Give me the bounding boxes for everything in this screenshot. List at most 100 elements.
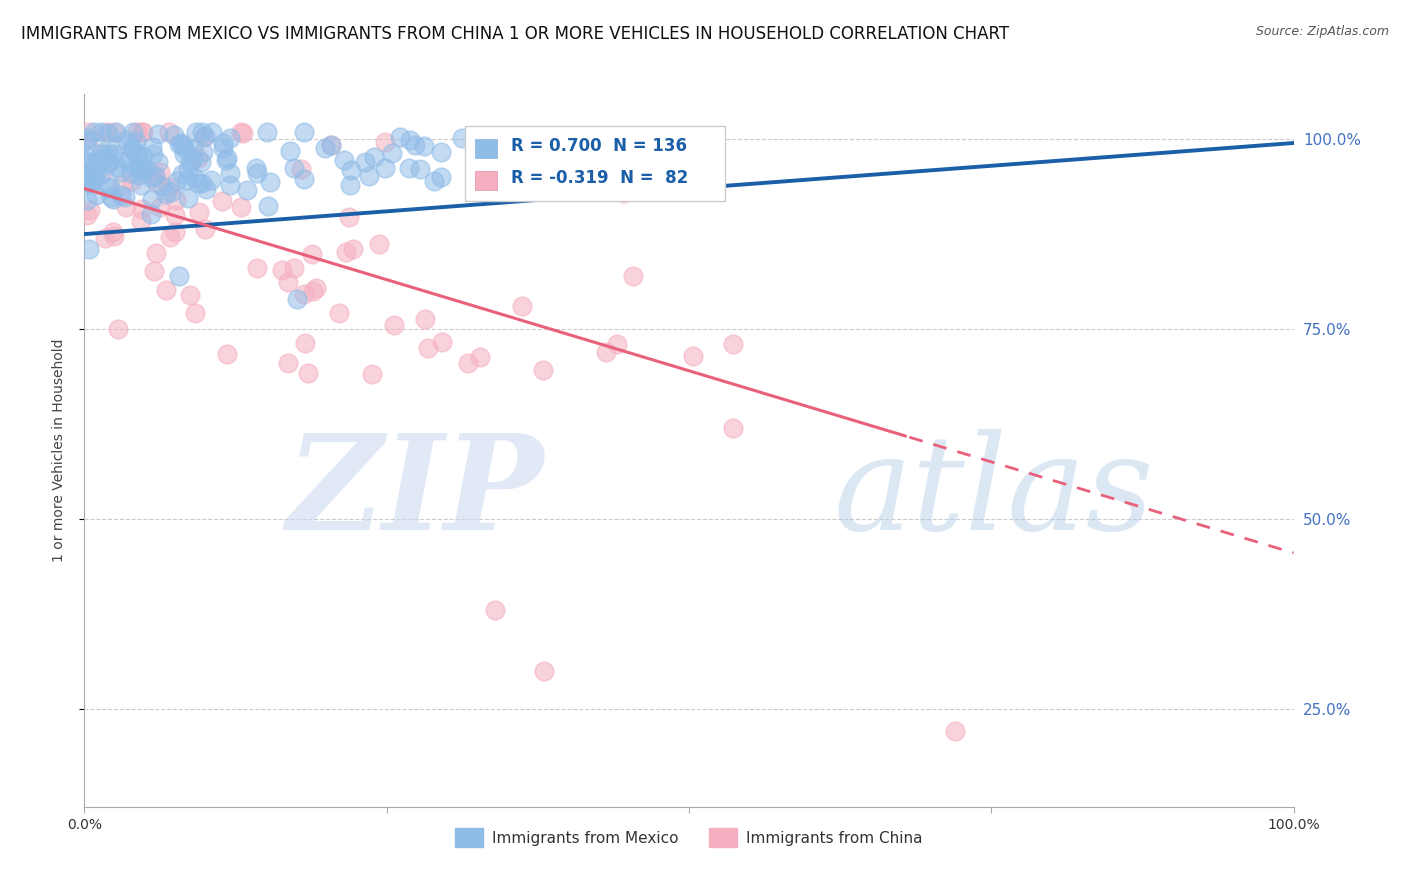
Point: [97, 156, 120, 170]
Point: [200, 173, 222, 187]
Point: [157, 125, 180, 139]
Point: [256, 199, 278, 213]
Point: [84, 187, 107, 202]
Point: [101, 225, 124, 239]
Point: [110, 188, 132, 202]
Point: [278, 145, 301, 159]
Point: [510, 299, 533, 313]
Point: [100, 190, 122, 204]
Point: [389, 130, 412, 145]
Point: [115, 133, 138, 147]
Point: [381, 146, 404, 161]
Point: [127, 147, 149, 161]
Point: [181, 153, 204, 167]
Point: [87, 156, 110, 170]
Text: R = 0.700  N = 136: R = 0.700 N = 136: [512, 136, 688, 154]
Point: [277, 275, 299, 289]
Point: [84, 167, 107, 181]
Point: [76, 208, 98, 222]
Point: [169, 268, 191, 283]
Point: [191, 145, 214, 159]
Point: [236, 183, 259, 197]
Point: [141, 207, 163, 221]
Point: [82, 168, 104, 182]
Point: [131, 125, 153, 139]
Point: [167, 136, 190, 151]
Point: [165, 193, 187, 207]
Point: [723, 421, 745, 435]
Point: [342, 242, 364, 256]
Point: [522, 129, 544, 144]
Point: [179, 155, 201, 169]
Point: [160, 185, 183, 199]
Point: [283, 260, 305, 275]
Point: [229, 200, 252, 214]
Point: [141, 171, 163, 186]
Point: [145, 245, 167, 260]
Point: [149, 165, 172, 179]
Point: [190, 155, 212, 169]
Point: [413, 312, 436, 326]
Point: [177, 162, 200, 177]
Point: [610, 168, 633, 182]
Point: [194, 129, 217, 144]
Point: [77, 156, 100, 170]
Point: [143, 168, 166, 182]
Point: [157, 180, 180, 194]
Point: [721, 337, 744, 351]
Point: [103, 229, 125, 244]
Point: [172, 167, 194, 181]
Point: [314, 140, 336, 154]
Point: [141, 140, 163, 154]
Point: [101, 147, 124, 161]
Point: [398, 161, 420, 175]
Point: [105, 125, 128, 139]
Point: [97, 155, 120, 169]
Point: [218, 130, 240, 145]
Point: [150, 178, 173, 193]
Point: [166, 173, 188, 187]
Point: [335, 245, 357, 260]
Point: [159, 230, 181, 244]
Point: [283, 161, 305, 176]
Point: [132, 163, 155, 178]
Point: [114, 200, 136, 214]
Text: atlas: atlas: [834, 429, 1154, 558]
Point: [219, 178, 242, 192]
Point: [215, 151, 238, 165]
Point: [141, 192, 163, 206]
Point: [117, 154, 139, 169]
Point: [457, 356, 479, 370]
Point: [621, 269, 644, 284]
Point: [142, 147, 165, 161]
Point: [91, 146, 114, 161]
Point: [215, 153, 238, 167]
Point: [79, 203, 101, 218]
Point: [73, 148, 96, 162]
Point: [256, 125, 278, 139]
Point: [194, 221, 217, 235]
Point: [121, 174, 143, 188]
Point: [75, 135, 97, 149]
Point: [79, 173, 101, 187]
Point: [93, 231, 115, 245]
Point: [82, 175, 104, 189]
Point: [290, 161, 312, 176]
Point: [430, 170, 453, 185]
Point: [121, 141, 143, 155]
Point: [332, 153, 354, 167]
Point: [77, 168, 100, 182]
Point: [128, 168, 150, 182]
Point: [76, 131, 98, 145]
Point: [211, 136, 233, 151]
Point: [468, 351, 491, 365]
Point: [294, 125, 316, 139]
Point: [188, 205, 211, 219]
Point: [187, 151, 209, 165]
Point: [212, 141, 235, 155]
Point: [404, 137, 426, 152]
Point: [173, 142, 195, 156]
Point: [484, 603, 506, 617]
Point: [292, 172, 315, 186]
Point: [76, 125, 98, 139]
